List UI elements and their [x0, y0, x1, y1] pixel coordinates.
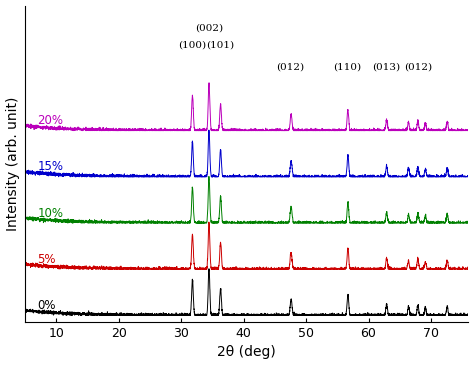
Text: (100): (100) — [178, 40, 207, 49]
Text: (002): (002) — [195, 23, 223, 32]
Text: (012): (012) — [404, 62, 432, 71]
Y-axis label: Intensity (arb. unit): Intensity (arb. unit) — [6, 97, 19, 231]
Text: 10%: 10% — [37, 207, 64, 220]
Text: (110): (110) — [333, 62, 361, 71]
Text: (012): (012) — [276, 62, 305, 71]
Text: 20%: 20% — [37, 114, 64, 127]
Text: 5%: 5% — [37, 253, 56, 266]
Text: 0%: 0% — [37, 299, 56, 312]
Text: 15%: 15% — [37, 161, 64, 173]
Text: (101): (101) — [207, 40, 235, 49]
Text: (013): (013) — [373, 62, 401, 71]
X-axis label: 2θ (deg): 2θ (deg) — [218, 345, 276, 360]
